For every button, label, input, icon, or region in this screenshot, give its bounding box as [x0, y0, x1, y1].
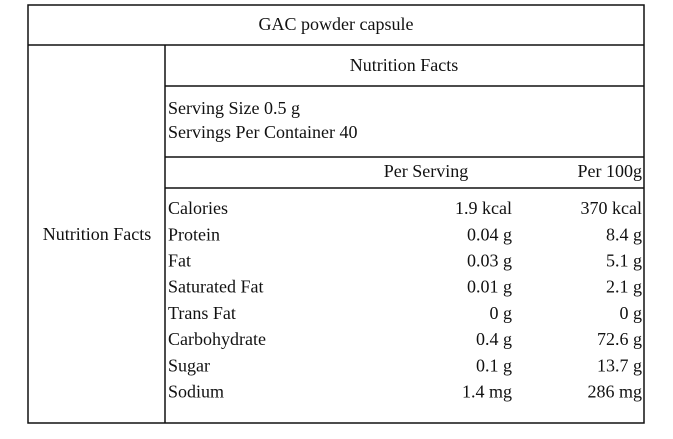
- per-100g-value: 5.1 g: [606, 251, 642, 271]
- per-100g-value: 286 mg: [587, 382, 642, 402]
- nutrient-name: Sodium: [168, 382, 224, 402]
- nutrient-name: Calories: [168, 198, 228, 218]
- column-header: Per 100g: [578, 161, 643, 181]
- nutrient-name: Fat: [168, 251, 191, 271]
- per-100g-value: 8.4 g: [606, 224, 642, 244]
- nutrient-name: Trans Fat: [168, 303, 236, 323]
- column-header: Per Serving: [384, 161, 469, 181]
- section-header: Nutrition Facts: [350, 55, 459, 75]
- per-serving-value: 0 g: [490, 303, 513, 323]
- per-serving-value: 0.04 g: [467, 224, 512, 244]
- per-serving-value: 0.1 g: [476, 355, 512, 375]
- per-serving-value: 0.03 g: [467, 251, 512, 271]
- nutrient-name: Protein: [168, 224, 220, 244]
- per-100g-value: 72.6 g: [597, 329, 642, 349]
- nutrient-name: Carbohydrate: [168, 329, 266, 349]
- servings-per-container: Servings Per Container 40: [168, 122, 357, 142]
- per-serving-value: 0.01 g: [467, 277, 512, 297]
- side-label: Nutrition Facts: [43, 224, 152, 244]
- per-100g-value: 13.7 g: [597, 355, 642, 375]
- table-border: [27, 4, 645, 424]
- per-serving-value: 1.4 mg: [462, 382, 512, 402]
- per-serving-value: 0.4 g: [476, 329, 512, 349]
- table-title: GAC powder capsule: [259, 14, 414, 34]
- nutrient-name: Sugar: [168, 355, 210, 375]
- per-serving-value: 1.9 kcal: [455, 198, 512, 218]
- nutrient-name: Saturated Fat: [168, 277, 263, 297]
- per-100g-value: 370 kcal: [581, 198, 642, 218]
- per-100g-value: 0 g: [620, 303, 643, 323]
- per-100g-value: 2.1 g: [606, 277, 642, 297]
- serving-size: Serving Size 0.5 g: [168, 98, 300, 118]
